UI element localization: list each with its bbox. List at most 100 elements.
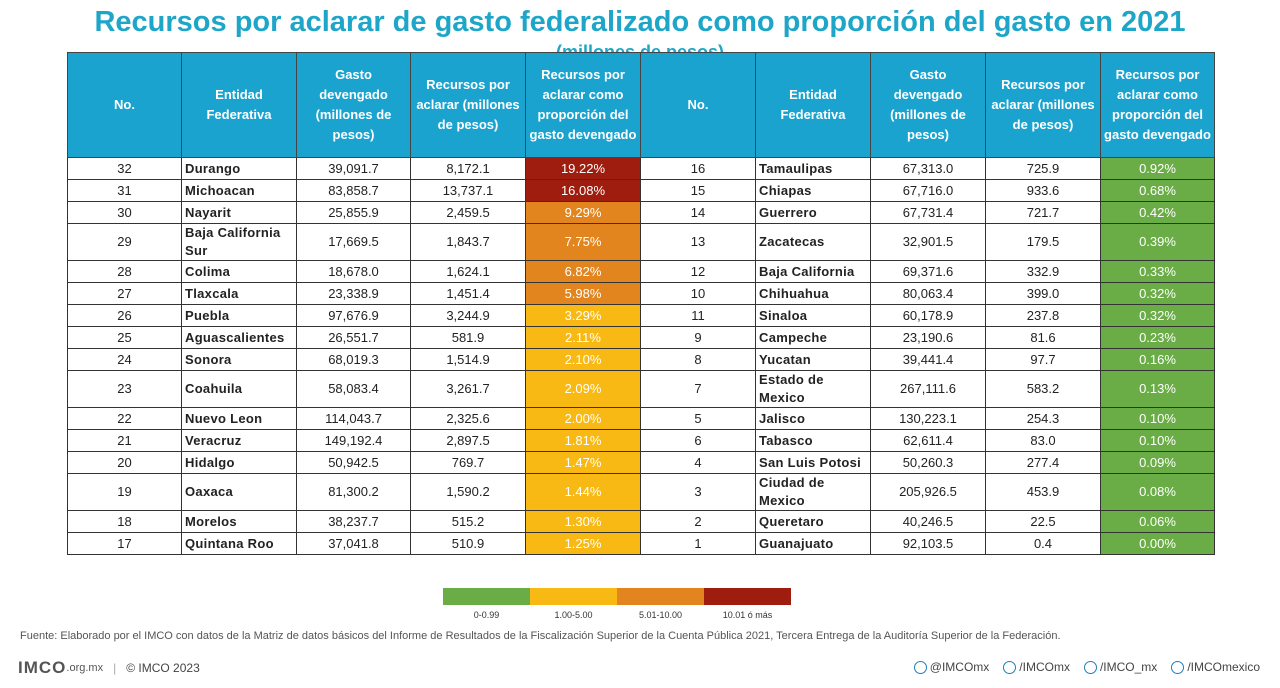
social-link: /IMCOmexico [1171, 660, 1260, 674]
proportion-cell: 1.47% [525, 451, 641, 474]
table-cell: 254.3 [985, 407, 1101, 430]
table-cell: 7 [640, 370, 756, 408]
entity-cell: Baja California Sur [181, 223, 297, 261]
table-cell: 149,192.4 [296, 429, 411, 452]
social-link: /IMCOmx [1003, 660, 1070, 674]
table-cell: 30 [67, 201, 182, 224]
entity-cell: Jalisco [755, 407, 871, 430]
proportion-cell: 19.22% [525, 157, 641, 180]
proportion-cell: 0.09% [1100, 451, 1215, 474]
table-cell: 3,261.7 [410, 370, 526, 408]
table-cell: 26 [67, 304, 182, 327]
table-cell: 25 [67, 326, 182, 349]
table-cell: 3 [640, 473, 756, 511]
social-icon [1003, 660, 1017, 674]
entity-cell: Ciudad de Mexico [755, 473, 871, 511]
entity-cell: Chihuahua [755, 282, 871, 305]
table-cell: 205,926.5 [870, 473, 986, 511]
table-cell: 23,190.6 [870, 326, 986, 349]
data-table: No. Entidad Federativa Gasto devengado (mi… [67, 52, 1215, 555]
table-cell: 40,246.5 [870, 510, 986, 533]
table-cell: 18,678.0 [296, 260, 411, 283]
table-cell: 581.9 [410, 326, 526, 349]
table-cell: 1,451.4 [410, 282, 526, 305]
table-cell: 6 [640, 429, 756, 452]
table-cell: 15 [640, 179, 756, 202]
proportion-cell: 0.16% [1100, 348, 1215, 371]
table-cell: 933.6 [985, 179, 1101, 202]
column-header: Gasto devengado (millones de pesos) [296, 52, 411, 158]
social-icon [1171, 660, 1185, 674]
proportion-cell: 0.23% [1100, 326, 1215, 349]
proportion-cell: 0.10% [1100, 407, 1215, 430]
table-cell: 114,043.7 [296, 407, 411, 430]
table-cell: 80,063.4 [870, 282, 986, 305]
table-cell: 22 [67, 407, 182, 430]
site: .org.mx [66, 662, 104, 674]
entity-cell: Tlaxcala [181, 282, 297, 305]
table-cell: 2,459.5 [410, 201, 526, 224]
entity-cell: Coahuila [181, 370, 297, 408]
table-cell: 69,371.6 [870, 260, 986, 283]
social-handle: /IMCOmexico [1187, 660, 1260, 674]
table-cell: 3,244.9 [410, 304, 526, 327]
table-cell: 267,111.6 [870, 370, 986, 408]
table-cell: 277.4 [985, 451, 1101, 474]
proportion-cell: 0.08% [1100, 473, 1215, 511]
table-row: 25 Aguascalientes 26,551.7 581.9 2.11% 9 Campe… [67, 326, 1215, 349]
entity-cell: Oaxaca [181, 473, 297, 511]
legend-label: 10.01 ó más [722, 610, 773, 620]
table-cell: 67,731.4 [870, 201, 986, 224]
proportion-cell: 0.39% [1100, 223, 1215, 261]
proportion-cell: 2.11% [525, 326, 641, 349]
legend: 0-0.99 1.00-5.00 5.01-10.00 10.01 ó más [443, 588, 791, 620]
proportion-cell: 0.32% [1100, 304, 1215, 327]
table-row: 23 Coahuila 58,083.4 3,261.7 2.09% 7 Estado de… [67, 370, 1215, 408]
proportion-cell: 0.33% [1100, 260, 1215, 283]
entity-cell: Chiapas [755, 179, 871, 202]
legend-swatch [530, 588, 617, 605]
table-cell: 22.5 [985, 510, 1101, 533]
entity-cell: Queretaro [755, 510, 871, 533]
table-cell: 1 [640, 532, 756, 555]
table-cell: 83,858.7 [296, 179, 411, 202]
social-links: @IMCOmx/IMCOmx/IMCO_mx/IMCOmexico [913, 660, 1260, 674]
table-cell: 130,223.1 [870, 407, 986, 430]
table-cell: 39,091.7 [296, 157, 411, 180]
table-cell: 17 [67, 532, 182, 555]
table-cell: 2,325.6 [410, 407, 526, 430]
social-link: /IMCO_mx [1083, 660, 1157, 674]
proportion-cell: 9.29% [525, 201, 641, 224]
table-cell: 1,590.2 [410, 473, 526, 511]
entity-cell: Quintana Roo [181, 532, 297, 555]
legend-item: 10.01 ó más [704, 588, 791, 620]
table-cell: 58,083.4 [296, 370, 411, 408]
table-row: 19 Oaxaca 81,300.2 1,590.2 1.44% 3 Ciudad de M… [67, 473, 1215, 511]
legend-swatch [617, 588, 704, 605]
proportion-cell: 0.32% [1100, 282, 1215, 305]
social-handle: @IMCOmx [929, 660, 990, 674]
social-handle: /IMCOmx [1019, 660, 1070, 674]
table-cell: 13,737.1 [410, 179, 526, 202]
table-cell: 50,260.3 [870, 451, 986, 474]
table-cell: 583.2 [985, 370, 1101, 408]
table-cell: 1,624.1 [410, 260, 526, 283]
table-row: 20 Hidalgo 50,942.5 769.7 1.47% 4 San Luis Pot… [67, 451, 1215, 474]
table-row: 32 Durango 39,091.7 8,172.1 19.22% 16 Tamaulip… [67, 157, 1215, 180]
table-cell: 26,551.7 [296, 326, 411, 349]
entity-cell: Yucatan [755, 348, 871, 371]
entity-cell: San Luis Potosi [755, 451, 871, 474]
proportion-cell: 0.92% [1100, 157, 1215, 180]
table-cell: 453.9 [985, 473, 1101, 511]
entity-cell: Aguascalientes [181, 326, 297, 349]
table-cell: 18 [67, 510, 182, 533]
social-icon [913, 660, 927, 674]
entity-cell: Michoacan [181, 179, 297, 202]
proportion-cell: 6.82% [525, 260, 641, 283]
proportion-cell: 16.08% [525, 179, 641, 202]
table-cell: 67,313.0 [870, 157, 986, 180]
column-header: Recursos por aclarar como proporción del… [525, 52, 641, 158]
entity-cell: Tamaulipas [755, 157, 871, 180]
table-cell: 92,103.5 [870, 532, 986, 555]
